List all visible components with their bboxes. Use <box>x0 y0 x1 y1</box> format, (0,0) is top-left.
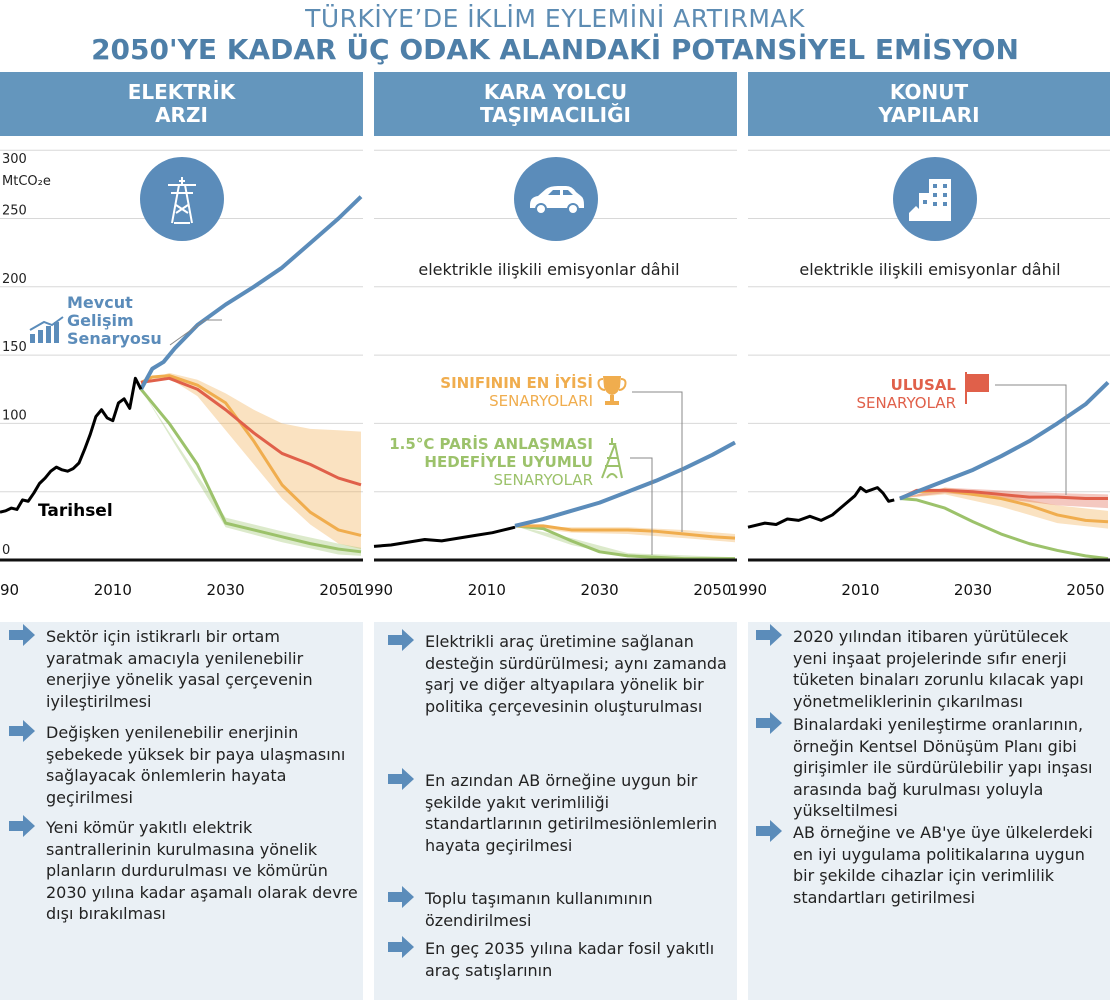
paris-line <box>139 388 362 554</box>
arrow-icon <box>388 936 414 958</box>
policy-box-transport <box>374 622 737 1000</box>
current-scenario-label: Mevcut Gelişim Senaryosu <box>67 293 162 348</box>
policy-box-electricity <box>0 622 363 1000</box>
svg-text:Senaryosu: Senaryosu <box>67 329 162 348</box>
svg-text:SENARYOLAR: SENARYOLAR <box>494 471 593 489</box>
historic-line <box>0 376 143 514</box>
national-leader-line <box>995 384 1067 495</box>
policy-bullet: Değişken yenilenebilir enerjinin şebeked… <box>9 720 358 808</box>
title-line1: TÜRKİYE’DE İKLİM EYLEMİNİ ARTIRMAK <box>305 4 805 33</box>
svg-text:Gelişim: Gelişim <box>67 311 134 330</box>
svg-text:SENARYOLARI: SENARYOLARI <box>489 392 593 410</box>
current-line <box>139 195 363 391</box>
current-line <box>514 440 736 528</box>
panel-title-buildings: KONUT YAPILARI <box>748 72 1110 136</box>
axes: 1990201020302050199020102030205019902010… <box>0 204 1110 599</box>
historic-line <box>747 486 895 529</box>
x-tick-label: 2030 <box>954 581 992 599</box>
policy-box-buildings <box>748 622 1110 1000</box>
car-icon <box>514 157 598 241</box>
flag-icon <box>965 372 989 404</box>
arrow-icon <box>388 629 414 651</box>
historic-line <box>373 525 516 548</box>
historic-label: Tarihsel <box>38 501 113 521</box>
arrow-icon <box>9 720 35 742</box>
policy-bullet: Toplu taşımanın kullanımının özendirilme… <box>388 886 730 931</box>
y-tick-label: 250 <box>2 204 27 219</box>
scenario-lines <box>0 195 1110 561</box>
buildings-icon <box>893 157 977 241</box>
paris-leader-line <box>630 457 653 555</box>
arrow-icon <box>756 624 782 646</box>
note-buildings: elektrikle ilişkili emisyonlar dâhil <box>799 260 1060 279</box>
arrow-icon <box>756 712 782 734</box>
best-band <box>899 487 1108 529</box>
y-tick-label: 0 <box>2 543 10 558</box>
x-tick-label: 2030 <box>207 581 245 599</box>
y-tick-label: 100 <box>2 408 27 423</box>
panel-title-electricity: ELEKTRİK ARZI <box>0 72 363 136</box>
x-tick-label: 2050 <box>1066 581 1104 599</box>
x-tick-label: 1990 <box>729 581 767 599</box>
panel-title-transport: KARA YOLCU TAŞIMACILIĞI <box>374 72 737 136</box>
policy-bullet: AB örneğine ve AB'ye üye ülkelerdeki en … <box>756 820 1105 908</box>
power-pylon-icon <box>140 157 224 241</box>
arrow-icon <box>388 768 414 790</box>
gridlines <box>0 149 1110 493</box>
eiffel-tower-icon <box>601 438 623 479</box>
policy-bullet: En azından AB örneğine uygun bir şekilde… <box>388 768 730 856</box>
policy-bullet: 2020 yılından itibaren yürütülecek yeni … <box>756 624 1105 712</box>
arrow-icon <box>9 815 35 837</box>
best-band <box>141 372 361 550</box>
svg-text:SINIFININ EN İYİSİ: SINIFININ EN İYİSİ <box>440 373 593 392</box>
national-scenario-label: ULUSAL SENARYOLAR <box>857 376 957 412</box>
x-tick-label: 1990 <box>355 581 393 599</box>
svg-text:Mevcut: Mevcut <box>67 293 133 312</box>
policy-bullet: En geç 2035 yılına kadar fosil yakıtlı a… <box>388 936 730 981</box>
x-tick-label: 2010 <box>841 581 879 599</box>
x-tick-label: 2030 <box>581 581 619 599</box>
national-line <box>140 376 362 487</box>
paris-scenario-label: 1.5°C PARİS ANLAŞMASI HEDEFİYLE UYUMLU S… <box>389 434 593 489</box>
y-unit-label: MtCO₂e <box>2 174 51 189</box>
note-transport: elektrikle ilişkili emisyonlar dâhil <box>418 260 679 279</box>
paris-band <box>515 525 735 560</box>
svg-text:1.5°C PARİS ANLAŞMASI: 1.5°C PARİS ANLAŞMASI <box>389 434 593 453</box>
growth-chart-icon <box>29 316 64 343</box>
svg-text:HEDEFİYLE UYUMLU: HEDEFİYLE UYUMLU <box>424 452 593 471</box>
x-tick-label: 2050 <box>693 581 731 599</box>
x-tick-label: 2050 <box>319 581 357 599</box>
best-scenario-label: SINIFININ EN İYİSİ SENARYOLARI <box>440 373 593 410</box>
arrow-icon <box>756 820 782 842</box>
y-tick-label: 150 <box>2 340 27 355</box>
current-leader-line <box>169 319 222 346</box>
y-tick-300: 300 <box>2 152 27 167</box>
best-line <box>515 524 736 540</box>
svg-text:SENARYOLAR: SENARYOLAR <box>857 394 956 412</box>
y-tick-label: 200 <box>2 272 27 287</box>
trophy-icon <box>597 376 627 405</box>
national-line <box>899 488 1108 501</box>
arrow-icon <box>388 886 414 908</box>
emissions-chart: 1990201020302050199020102030205019902010… <box>0 149 1110 599</box>
svg-text:ULUSAL: ULUSAL <box>891 376 957 394</box>
policy-bullet: Elektrikli araç üretimine sağlanan deste… <box>388 629 730 717</box>
best-leader-line <box>632 391 683 532</box>
paris-line <box>899 497 1109 561</box>
x-tick-label: 1990 <box>0 581 19 599</box>
policy-bullet: Yeni kömür yakıtlı elektrik santrallerin… <box>9 815 358 925</box>
x-tick-label: 2010 <box>94 581 132 599</box>
policy-bullet: Sektör için istikrarlı bir ortam yaratma… <box>9 624 358 712</box>
arrow-icon <box>9 624 35 646</box>
policy-bullet: Binalardaki yenileştirme oranlarının, ör… <box>756 712 1105 822</box>
scenario-bands <box>141 372 1108 560</box>
current-line <box>899 380 1110 501</box>
x-tick-label: 2010 <box>468 581 506 599</box>
